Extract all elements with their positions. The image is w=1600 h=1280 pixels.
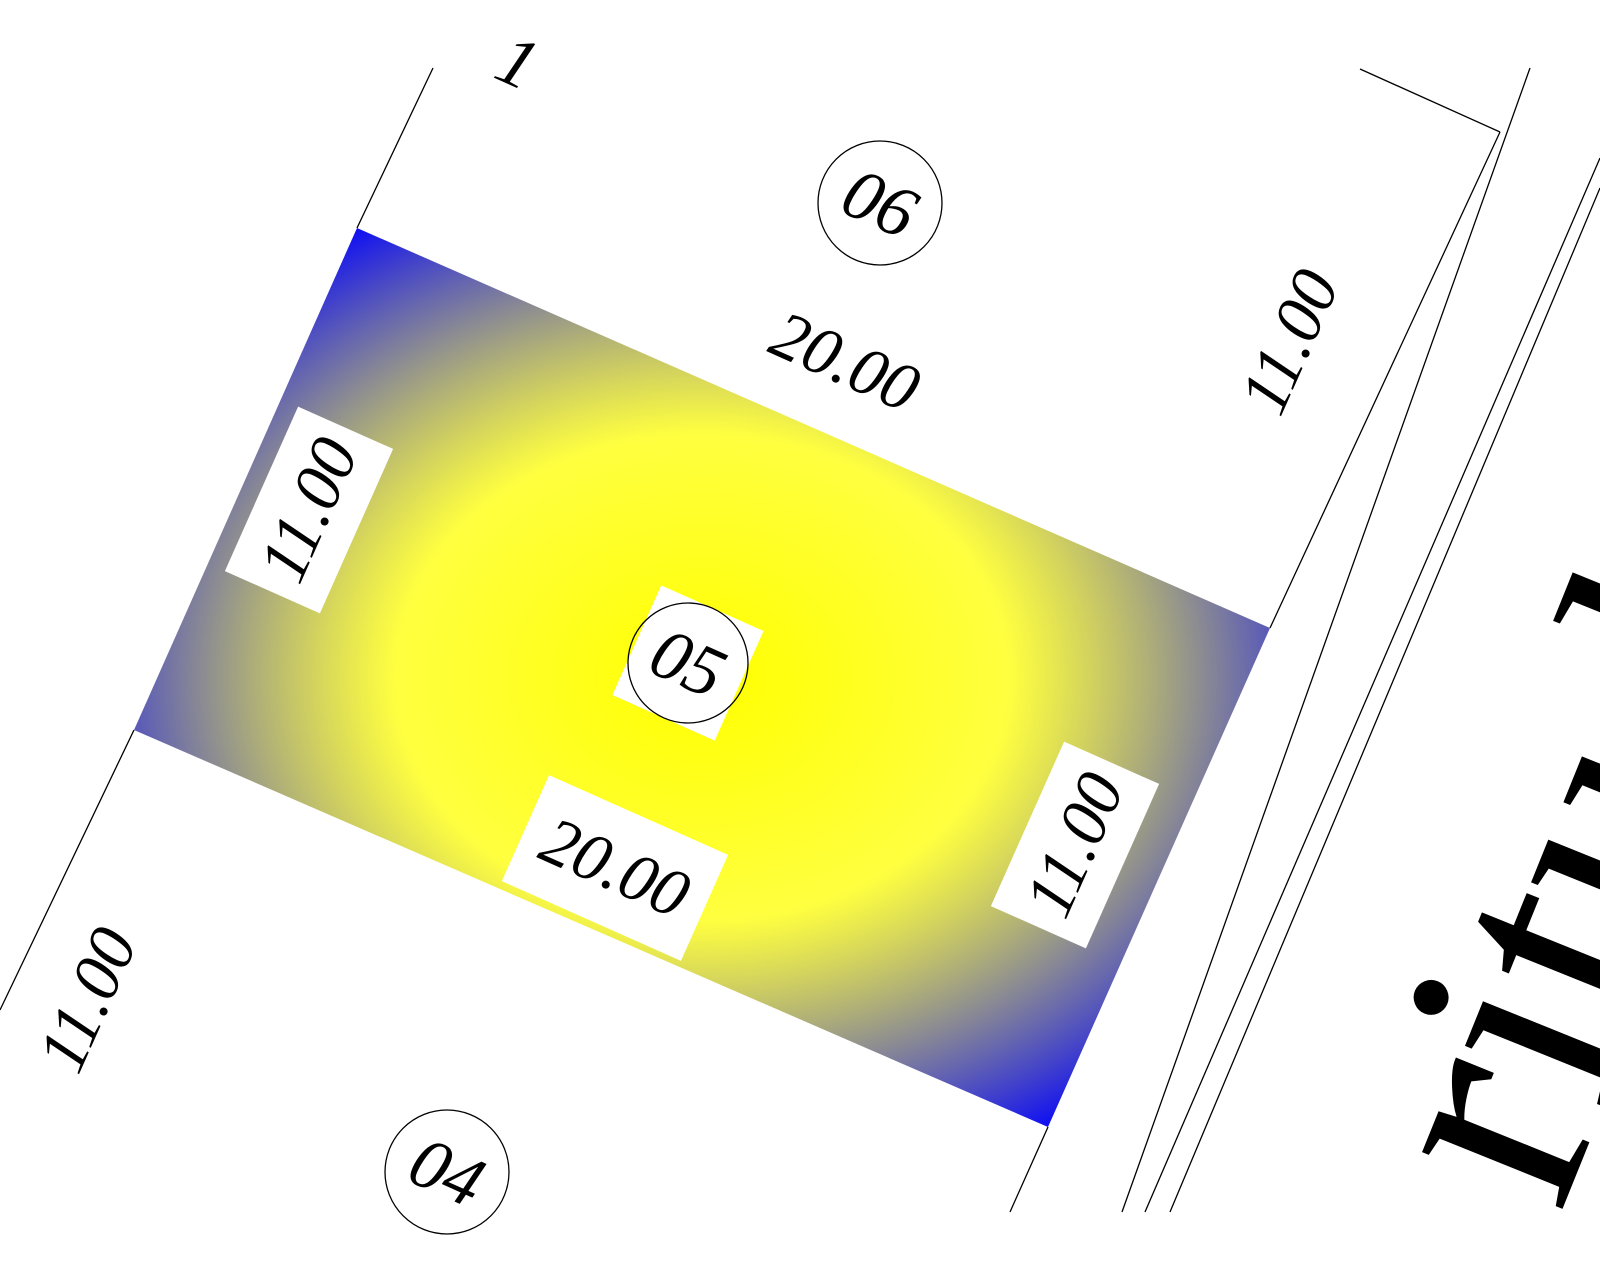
lot-line-right-upper: [1269, 131, 1501, 629]
dimension-label-south-side: 11.00: [22, 917, 152, 1083]
dimension-top-edge: 20.00: [760, 295, 931, 427]
street-line-3: [1169, 187, 1600, 1213]
lot-line-left-upper: [356, 67, 434, 229]
lot-number-06: 06: [831, 152, 929, 254]
lot-number-partial: 1: [485, 18, 550, 106]
lot-circle-05: [627, 602, 749, 724]
lot-line-top-right: [1359, 68, 1501, 133]
dimension-box-right: [990, 741, 1160, 949]
lot-line-right-lower: [1009, 1126, 1049, 1213]
lot-number-04: 04: [398, 1121, 496, 1223]
lot-circle-04: [384, 1109, 510, 1235]
dimension-box-bottom: [501, 775, 729, 961]
lot-label-box-05: [612, 585, 764, 741]
dimension-label-top-edge: 20.00: [760, 295, 931, 427]
street-name: ritudi: [1288, 442, 1600, 1242]
lot-circle-06: [817, 140, 943, 266]
lot-line-left-lower: [0, 729, 135, 1011]
dimension-south-side: 11.00: [22, 917, 152, 1083]
street-line-2: [1144, 157, 1600, 1213]
dimension-north-side: 11.00: [1224, 259, 1354, 425]
lot-marker-04: 04: [384, 1109, 510, 1235]
lot-marker-06: 06: [817, 140, 943, 266]
street-label: ritudi: [1288, 442, 1600, 1242]
street-line-1: [1121, 67, 1531, 1213]
dimension-highlighted-left: 11.00: [224, 406, 394, 614]
dimension-box-left: [224, 406, 394, 614]
lot-marker-05: 05: [612, 585, 764, 741]
dimension-label-north-side: 11.00: [1224, 259, 1354, 425]
partial-lot-marker: 1: [485, 18, 550, 106]
